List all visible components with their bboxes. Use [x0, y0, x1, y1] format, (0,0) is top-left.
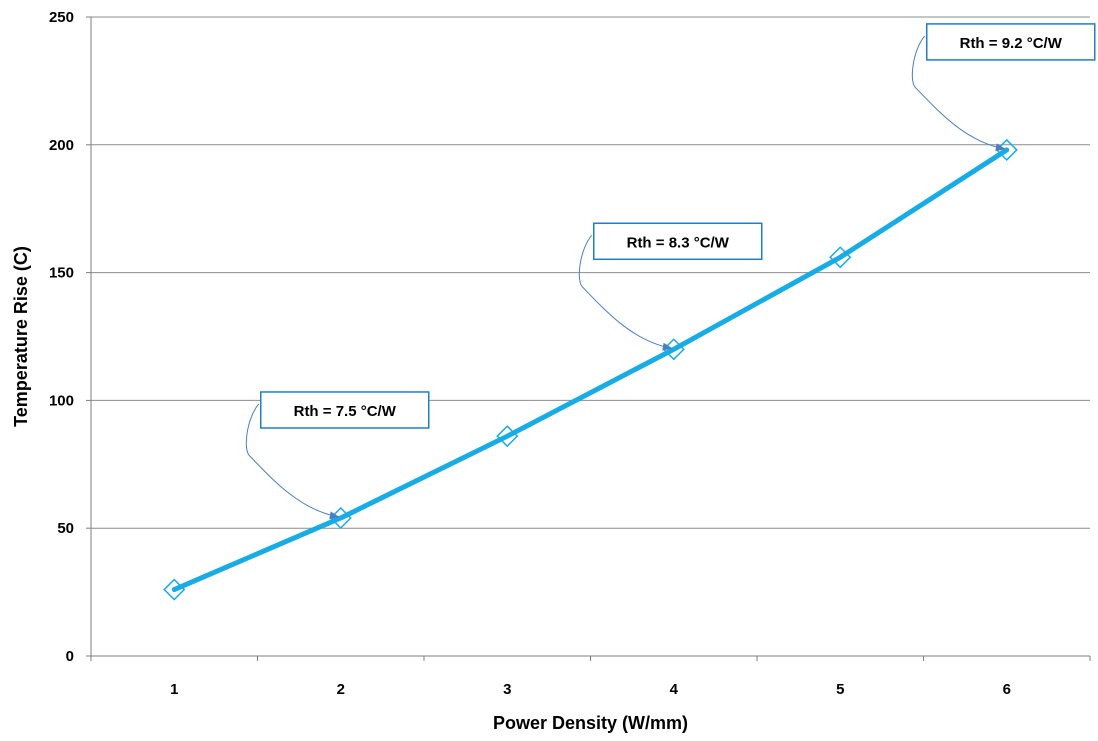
y-tick-label: 150 [49, 265, 74, 282]
callout-arrow [245, 403, 340, 520]
series [163, 138, 1018, 601]
tick-labels: 0 50 100 150 200 250 1 2 3 4 5 6 [49, 9, 1011, 698]
gridlines [91, 16, 1090, 529]
callout-label: Rth = 9.2 °C/W [960, 35, 1063, 52]
y-tick-label: 250 [49, 9, 74, 26]
x-tick-label: 4 [670, 681, 679, 698]
callout-box [593, 222, 763, 261]
x-tick-label: 1 [170, 681, 178, 698]
data-point-marker [163, 578, 186, 601]
callout-box [260, 391, 430, 429]
data-point-marker [496, 425, 519, 448]
callout: Rth = 9.2 °C/W [911, 23, 1096, 152]
y-tick-label: 100 [49, 392, 74, 409]
y-tick-label: 50 [57, 520, 74, 537]
x-axis-title: Power Density (W/mm) [493, 713, 688, 733]
x-tick-label: 6 [1003, 681, 1011, 698]
series-line [171, 147, 1010, 593]
y-tick-label: 200 [49, 137, 74, 154]
callout-label: Rth = 7.5 °C/W [294, 403, 397, 420]
callout-label: Rth = 8.3 °C/W [627, 234, 730, 251]
callout-arrow [911, 35, 1006, 152]
x-tick-label: 2 [337, 681, 345, 698]
callout-arrow [578, 234, 673, 351]
data-point-marker [829, 246, 852, 269]
x-tick-label: 5 [836, 681, 844, 698]
callout: Rth = 7.5 °C/W [245, 391, 430, 520]
callout-box [926, 23, 1096, 61]
axes [86, 16, 1091, 661]
annotations: Rth = 7.5 °C/W Rth = 8.3 °C/W Rth = 9.2 °C… [245, 23, 1096, 520]
x-tick-label: 3 [503, 681, 511, 698]
y-axis-title: Temperature Rise (C) [11, 246, 31, 427]
y-tick-label: 0 [66, 648, 74, 665]
callout: Rth = 8.3 °C/W [578, 222, 763, 351]
